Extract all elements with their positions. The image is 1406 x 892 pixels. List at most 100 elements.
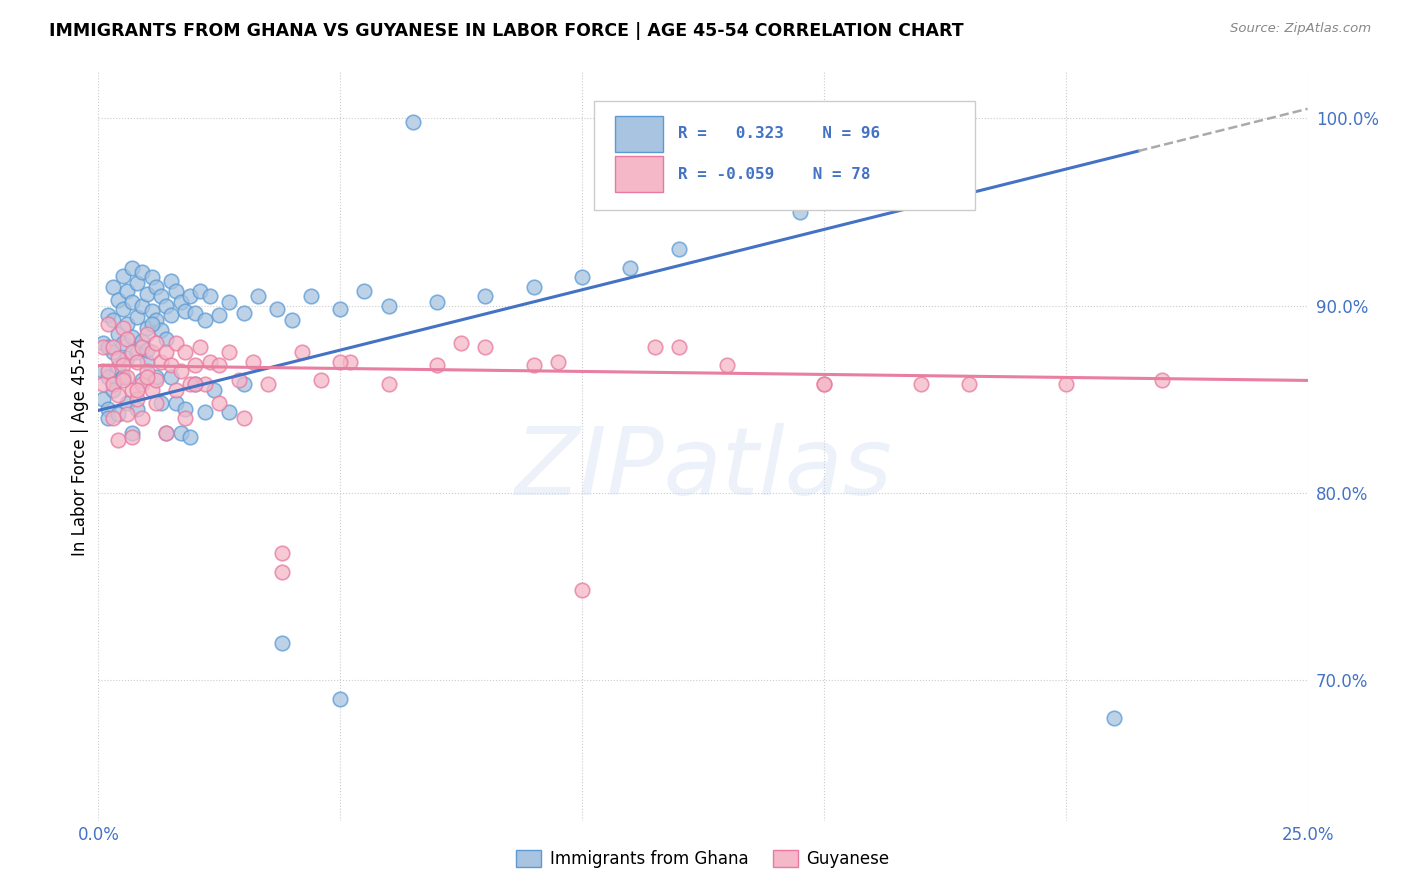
- Point: [208, 396, 231, 410]
- Point: [91, 392, 114, 407]
- Point: [184, 377, 207, 392]
- Point: [155, 425, 177, 440]
- Point: [179, 430, 201, 444]
- Text: Source: ZipAtlas.com: Source: ZipAtlas.com: [1230, 22, 1371, 36]
- Point: [271, 565, 294, 579]
- Point: [619, 261, 641, 276]
- Point: [91, 336, 114, 351]
- Point: [111, 336, 134, 351]
- Point: [204, 383, 226, 397]
- Point: [131, 340, 153, 354]
- Point: [101, 410, 124, 425]
- Point: [174, 345, 197, 359]
- Point: [121, 294, 143, 309]
- Point: [150, 396, 173, 410]
- Point: [165, 336, 187, 351]
- Point: [141, 345, 163, 359]
- Point: [150, 289, 173, 303]
- Point: [117, 284, 139, 298]
- Point: [910, 177, 932, 191]
- Point: [290, 345, 312, 359]
- Point: [141, 317, 163, 331]
- Point: [121, 430, 143, 444]
- Point: [179, 377, 201, 392]
- Point: [97, 317, 120, 331]
- Point: [111, 359, 134, 373]
- Point: [101, 345, 124, 359]
- Point: [91, 377, 114, 392]
- Point: [145, 369, 167, 384]
- Point: [127, 401, 149, 416]
- Text: R = -0.059    N = 78: R = -0.059 N = 78: [678, 167, 870, 181]
- Point: [107, 326, 129, 341]
- Point: [160, 369, 183, 384]
- Text: R =   0.323    N = 96: R = 0.323 N = 96: [678, 126, 880, 141]
- Point: [813, 377, 835, 392]
- Point: [474, 289, 496, 303]
- Point: [131, 265, 153, 279]
- Point: [789, 205, 811, 219]
- Point: [194, 313, 217, 327]
- Point: [218, 294, 240, 309]
- Point: [198, 289, 221, 303]
- Point: [329, 692, 352, 706]
- Bar: [614, 116, 664, 152]
- Point: [121, 345, 143, 359]
- Point: [117, 407, 139, 421]
- Text: IMMIGRANTS FROM GHANA VS GUYANESE IN LABOR FORCE | AGE 45-54 CORRELATION CHART: IMMIGRANTS FROM GHANA VS GUYANESE IN LAB…: [49, 22, 965, 40]
- Point: [127, 310, 149, 324]
- Point: [644, 340, 666, 354]
- Point: [474, 340, 496, 354]
- Point: [145, 280, 167, 294]
- Point: [339, 355, 361, 369]
- Point: [117, 317, 139, 331]
- Point: [145, 396, 167, 410]
- Point: [111, 302, 134, 317]
- Point: [101, 377, 124, 392]
- Bar: [614, 156, 664, 192]
- Point: [91, 340, 114, 354]
- Point: [101, 313, 124, 327]
- Point: [97, 401, 120, 416]
- Point: [97, 308, 120, 322]
- Point: [668, 243, 690, 257]
- Point: [160, 308, 183, 322]
- Point: [377, 377, 399, 392]
- Point: [141, 304, 163, 318]
- Point: [131, 298, 153, 313]
- Point: [150, 355, 173, 369]
- Point: [155, 298, 177, 313]
- Point: [716, 359, 738, 373]
- Point: [184, 359, 207, 373]
- Point: [232, 306, 254, 320]
- Point: [121, 261, 143, 276]
- Point: [402, 115, 425, 129]
- Point: [155, 425, 177, 440]
- Point: [169, 364, 191, 378]
- Point: [97, 340, 120, 354]
- Point: [1102, 710, 1125, 724]
- Point: [141, 270, 163, 285]
- Point: [155, 332, 177, 346]
- Point: [218, 345, 240, 359]
- Point: [117, 369, 139, 384]
- Point: [329, 355, 352, 369]
- FancyBboxPatch shape: [595, 102, 976, 210]
- Point: [169, 425, 191, 440]
- Point: [135, 364, 157, 378]
- Point: [150, 323, 173, 337]
- Point: [135, 287, 157, 301]
- Point: [97, 364, 120, 378]
- Point: [111, 369, 134, 384]
- Point: [160, 274, 183, 288]
- Point: [107, 388, 129, 402]
- Point: [329, 302, 352, 317]
- Point: [208, 359, 231, 373]
- Point: [107, 434, 129, 448]
- Point: [256, 377, 278, 392]
- Point: [165, 396, 187, 410]
- Point: [198, 355, 221, 369]
- Point: [135, 355, 157, 369]
- Point: [111, 268, 134, 283]
- Point: [281, 313, 304, 327]
